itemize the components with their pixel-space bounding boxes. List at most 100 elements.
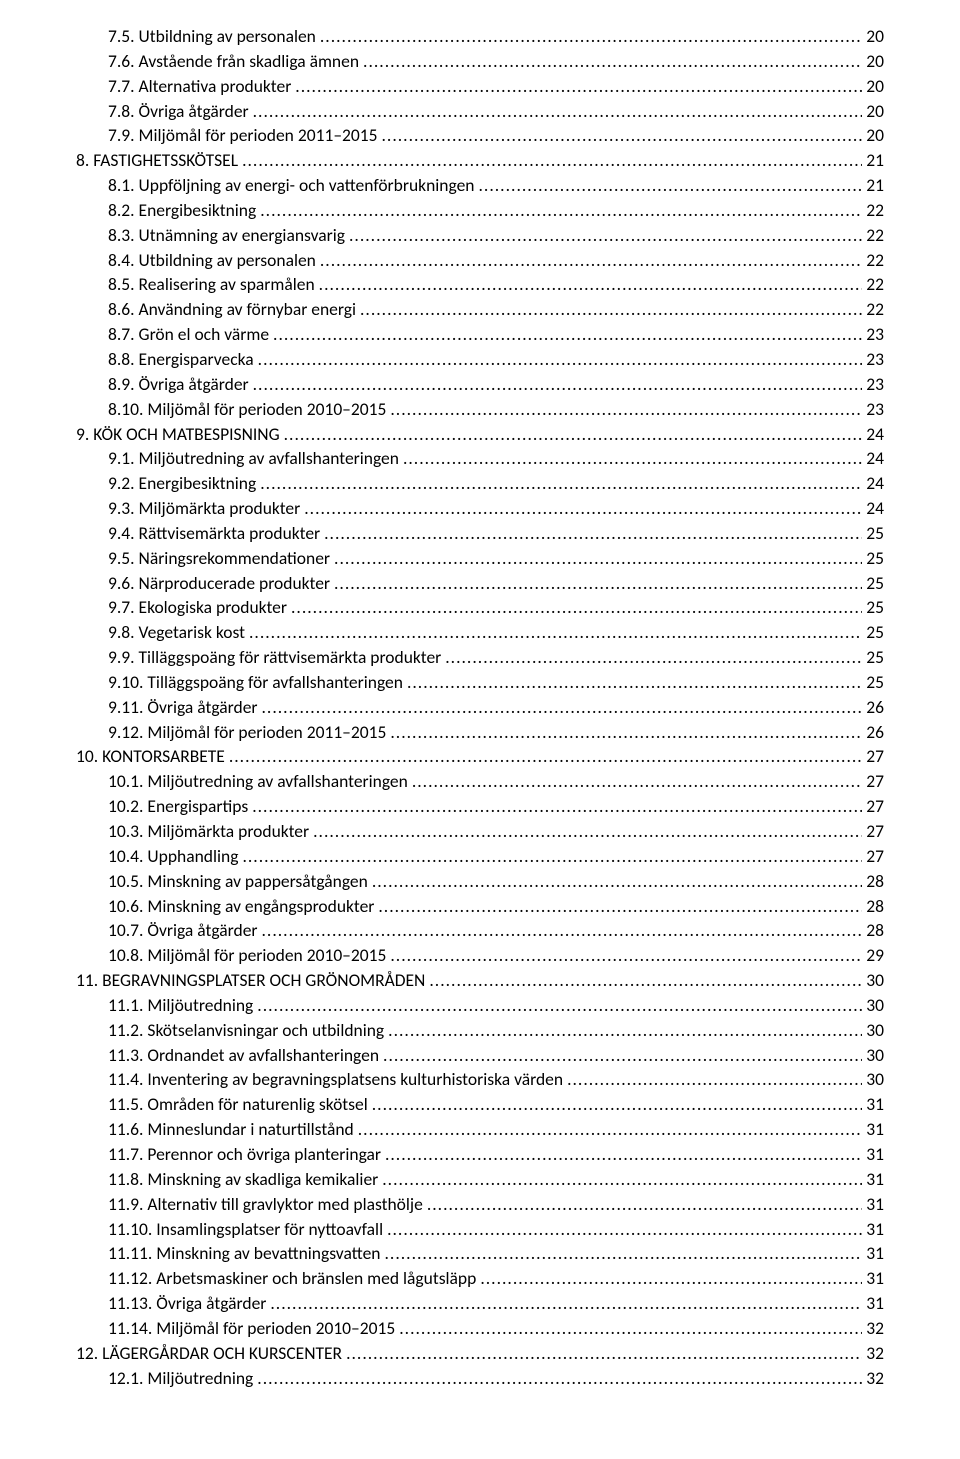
toc-entry[interactable]: 11.5. Områden för naturenlig skötsel31 — [76, 1092, 884, 1117]
toc-entry-label: 9.2. Energibesiktning — [108, 471, 256, 496]
toc-entry-page: 22 — [866, 223, 884, 248]
toc-entry[interactable]: 8.4. Utbildning av personalen22 — [76, 248, 884, 273]
toc-leader-dots — [480, 1266, 862, 1291]
toc-entry-page: 28 — [866, 869, 884, 894]
toc-entry[interactable]: 8.1. Uppföljning av energi- och vattenfö… — [76, 173, 884, 198]
toc-entry[interactable]: 11.6. Minneslundar i naturtillstånd31 — [76, 1117, 884, 1142]
toc-entry-page: 32 — [866, 1366, 884, 1391]
toc-entry[interactable]: 9.7. Ekologiska produkter25 — [76, 595, 884, 620]
toc-entry[interactable]: 9.5. Näringsrekommendationer25 — [76, 546, 884, 571]
toc-entry-label: 11.3. Ordnandet av avfallshanteringen — [108, 1043, 379, 1068]
toc-leader-dots — [427, 1192, 862, 1217]
toc-entry[interactable]: 10.3. Miljömärkta produkter27 — [76, 819, 884, 844]
toc-entry[interactable]: 11.14. Miljömål för perioden 2010–201532 — [76, 1316, 884, 1341]
toc-entry-page: 25 — [866, 620, 884, 645]
toc-entry[interactable]: 8.7. Grön el och värme23 — [76, 322, 884, 347]
toc-entry-label: 8.8. Energisparvecka — [108, 347, 254, 372]
toc-leader-dots — [273, 322, 862, 347]
toc-entry[interactable]: 11.10. Insamlingsplatser för nyttoavfall… — [76, 1217, 884, 1242]
toc-entry-page: 24 — [866, 496, 884, 521]
toc-entry[interactable]: 10.5. Minskning av pappersåtgången28 — [76, 869, 884, 894]
toc-entry-label: 11.9. Alternativ till gravlyktor med pla… — [108, 1192, 423, 1217]
toc-entry[interactable]: 11.9. Alternativ till gravlyktor med pla… — [76, 1192, 884, 1217]
toc-leader-dots — [260, 471, 862, 496]
toc-entry[interactable]: 9.4. Rättvisemärkta produkter25 — [76, 521, 884, 546]
toc-page: 7.5. Utbildning av personalen207.6. Avst… — [0, 0, 960, 1430]
toc-leader-dots — [253, 99, 863, 124]
toc-entry-label: 9.6. Närproducerade produkter — [108, 571, 330, 596]
toc-entry-label: 12. LÄGERGÅRDAR OCH KURSCENTER — [76, 1341, 342, 1366]
toc-entry[interactable]: 11.3. Ordnandet av avfallshanteringen30 — [76, 1043, 884, 1068]
toc-entry[interactable]: 9. KÖK OCH MATBESPISNING24 — [76, 422, 884, 447]
toc-leader-dots — [412, 769, 862, 794]
toc-entry[interactable]: 9.1. Miljöutredning av avfallshanteringe… — [76, 446, 884, 471]
toc-entry[interactable]: 11.13. Övriga åtgärder31 — [76, 1291, 884, 1316]
toc-entry[interactable]: 9.6. Närproducerade produkter25 — [76, 571, 884, 596]
toc-leader-dots — [360, 297, 862, 322]
toc-entry[interactable]: 8.10. Miljömål för perioden 2010–201523 — [76, 397, 884, 422]
toc-entry[interactable]: 7.8. Övriga åtgärder20 — [76, 99, 884, 124]
toc-entry[interactable]: 8.9. Övriga åtgärder23 — [76, 372, 884, 397]
toc-entry[interactable]: 9.12. Miljömål för perioden 2011–201526 — [76, 720, 884, 745]
toc-entry-page: 32 — [866, 1316, 884, 1341]
toc-entry[interactable]: 7.5. Utbildning av personalen20 — [76, 24, 884, 49]
toc-entry-page: 28 — [866, 918, 884, 943]
toc-leader-dots — [262, 695, 863, 720]
toc-entry[interactable]: 11. BEGRAVNINGSPLATSER OCH GRÖNOMRÅDEN30 — [76, 968, 884, 993]
toc-entry[interactable]: 11.7. Perennor och övriga planteringar31 — [76, 1142, 884, 1167]
toc-entry[interactable]: 7.6. Avstående från skadliga ämnen20 — [76, 49, 884, 74]
toc-entry[interactable]: 8.2. Energibesiktning22 — [76, 198, 884, 223]
toc-entry-page: 27 — [866, 844, 884, 869]
toc-entry[interactable]: 8.6. Användning av förnybar energi22 — [76, 297, 884, 322]
toc-entry-label: 8.10. Miljömål för perioden 2010–2015 — [108, 397, 386, 422]
toc-entry[interactable]: 10.2. Energispartips 27 — [76, 794, 884, 819]
toc-entry[interactable]: 11.4. Inventering av begravningsplatsens… — [76, 1067, 884, 1092]
toc-leader-dots — [407, 670, 862, 695]
toc-leader-dots — [384, 1241, 862, 1266]
toc-entry[interactable]: 10.1. Miljöutredning av avfallshantering… — [76, 769, 884, 794]
toc-entry[interactable]: 10.4. Upphandling27 — [76, 844, 884, 869]
toc-entry[interactable]: 9.3. Miljömärkta produkter24 — [76, 496, 884, 521]
toc-entry[interactable]: 11.2. Skötselanvisningar och utbildning3… — [76, 1018, 884, 1043]
toc-entry-label: 10.1. Miljöutredning av avfallshantering… — [108, 769, 408, 794]
toc-entry-page: 27 — [866, 794, 884, 819]
toc-entry[interactable]: 9.8. Vegetarisk kost25 — [76, 620, 884, 645]
toc-entry[interactable]: 8.8. Energisparvecka23 — [76, 347, 884, 372]
toc-entry-page: 20 — [866, 123, 884, 148]
toc-entry[interactable]: 12.1. Miljöutredning32 — [76, 1366, 884, 1391]
toc-entry-page: 22 — [866, 248, 884, 273]
toc-entry[interactable]: 8.3. Utnämning av energiansvarig22 — [76, 223, 884, 248]
toc-leader-dots — [387, 1217, 862, 1242]
toc-entry-page: 24 — [866, 422, 884, 447]
toc-entry[interactable]: 10.6. Minskning av engångsprodukter28 — [76, 894, 884, 919]
toc-entry-page: 28 — [866, 894, 884, 919]
toc-entry[interactable]: 9.10. Tilläggspoäng för avfallshantering… — [76, 670, 884, 695]
toc-entry[interactable]: 9.2. Energibesiktning24 — [76, 471, 884, 496]
toc-entry[interactable]: 9.11. Övriga åtgärder26 — [76, 695, 884, 720]
toc-entry[interactable]: 8.5. Realisering av sparmålen22 — [76, 272, 884, 297]
toc-entry[interactable]: 10. KONTORSARBETE27 — [76, 744, 884, 769]
toc-entry[interactable]: 11.12. Arbetsmaskiner och bränslen med l… — [76, 1266, 884, 1291]
toc-entry-page: 21 — [866, 148, 884, 173]
toc-entry-page: 20 — [866, 49, 884, 74]
toc-entry[interactable]: 7.9. Miljömål för perioden 2011–201520 — [76, 123, 884, 148]
toc-entry-label: 11.12. Arbetsmaskiner och bränslen med l… — [108, 1266, 476, 1291]
toc-leader-dots — [383, 1043, 862, 1068]
toc-entry-page: 20 — [866, 24, 884, 49]
toc-entry-page: 31 — [866, 1217, 884, 1242]
toc-entry[interactable]: 11.8. Minskning av skadliga kemikalier31 — [76, 1167, 884, 1192]
toc-entry[interactable]: 8. FASTIGHETSSKÖTSEL21 — [76, 148, 884, 173]
toc-entry[interactable]: 12. LÄGERGÅRDAR OCH KURSCENTER32 — [76, 1341, 884, 1366]
toc-entry[interactable]: 10.7. Övriga åtgärder28 — [76, 918, 884, 943]
toc-entry-label: 8.7. Grön el och värme — [108, 322, 269, 347]
toc-entry-label: 8.9. Övriga åtgärder — [108, 372, 249, 397]
toc-leader-dots — [257, 993, 862, 1018]
toc-leader-dots — [403, 446, 862, 471]
toc-entry-page: 25 — [866, 546, 884, 571]
toc-entry[interactable]: 7.7. Alternativa produkter20 — [76, 74, 884, 99]
toc-entry[interactable]: 10.8. Miljömål för perioden 2010–201529 — [76, 943, 884, 968]
toc-entry-label: 10.2. Energispartips — [108, 794, 248, 819]
toc-entry[interactable]: 11.1. Miljöutredning30 — [76, 993, 884, 1018]
toc-entry[interactable]: 11.11. Minskning av bevattningsvatten31 — [76, 1241, 884, 1266]
toc-entry[interactable]: 9.9. Tilläggspoäng för rättvisemärkta pr… — [76, 645, 884, 670]
